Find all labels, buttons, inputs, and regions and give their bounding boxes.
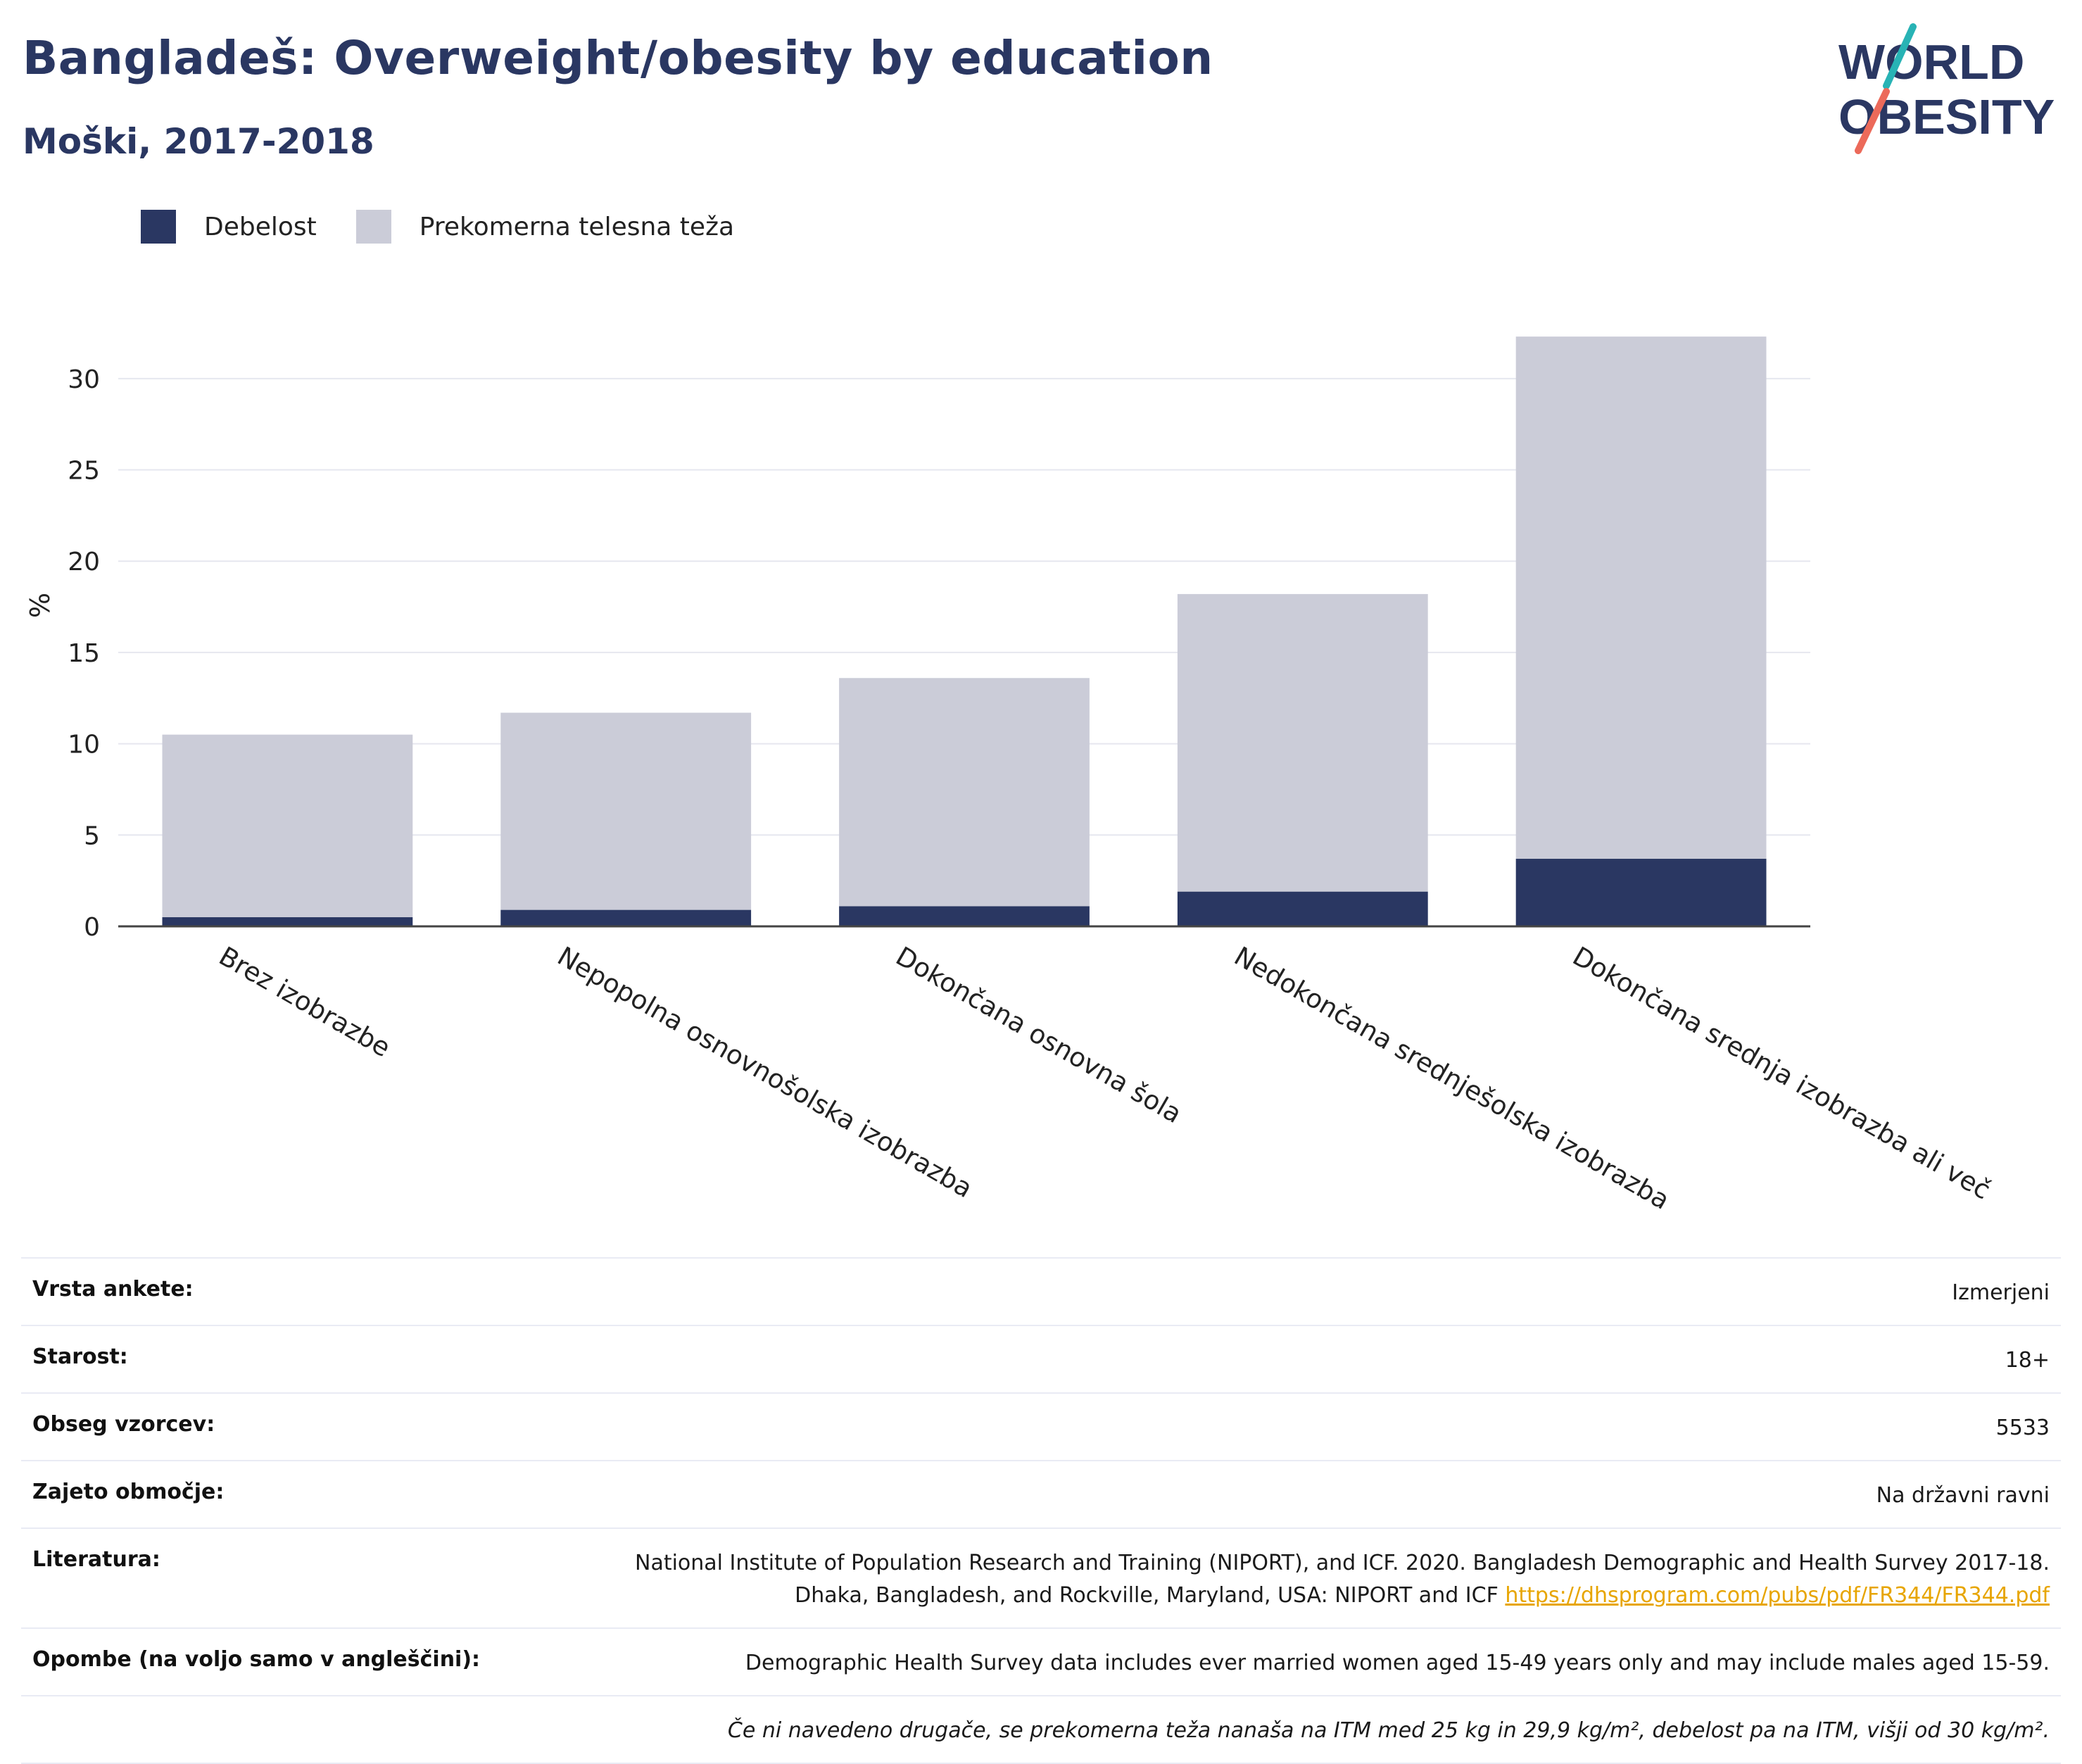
y-tick-label: 15: [68, 639, 100, 668]
y-tick-label: 0: [84, 913, 100, 942]
bar-overweight: [839, 678, 1090, 907]
y-tick-label: 20: [68, 548, 100, 577]
legend-label-obesity: Debelost: [204, 212, 317, 241]
bar-overweight: [162, 734, 413, 918]
meta-value: 5533: [1995, 1416, 2050, 1440]
literature-link[interactable]: https://dhsprogram.com/pubs/pdf/FR344/FR…: [1505, 1583, 2050, 1608]
meta-value: National Institute of Population Researc…: [635, 1547, 2050, 1612]
page-subtitle: Moški, 2017-2018: [23, 121, 374, 162]
chart-legend: Debelost Prekomerna telesna teža: [141, 210, 774, 244]
meta-row-survey-type: Vrsta ankete: Izmerjeni: [21, 1257, 2061, 1325]
meta-label: Opombe (na voljo samo v angleščini):: [32, 1647, 481, 1672]
footnote-text: Če ni navedeno drugače, se prekomerna te…: [727, 1718, 2050, 1743]
y-tick-label: 10: [68, 731, 100, 760]
y-tick-label: 5: [84, 821, 100, 850]
meta-row-area-covered: Zajeto območje: Na državni ravni: [21, 1460, 2061, 1527]
meta-value: Na državni ravni: [1876, 1483, 2050, 1508]
meta-value: 18+: [2005, 1348, 2050, 1373]
legend-swatch-obesity: [141, 210, 176, 244]
legend-swatch-overweight: [355, 210, 391, 244]
bar-obesity: [1515, 859, 1767, 926]
meta-label: Obseg vzorcev:: [32, 1412, 215, 1437]
meta-label: Vrsta ankete:: [32, 1277, 194, 1302]
meta-label: Zajeto območje:: [32, 1480, 225, 1504]
bar-obesity: [839, 906, 1090, 926]
meta-label: Starost:: [32, 1344, 128, 1369]
bar-obesity: [162, 917, 413, 926]
legend-item-overweight[interactable]: Prekomerna telesna teža: [355, 210, 735, 244]
bar-obesity: [500, 909, 752, 926]
legend-label-overweight: Prekomerna telesna teža: [419, 212, 735, 241]
meta-row-notes: Opombe (na voljo samo v angleščini): Dem…: [21, 1627, 2061, 1695]
bar-overweight: [1515, 336, 1767, 859]
bar-obesity: [1177, 891, 1428, 926]
meta-row-age: Starost: 18+: [21, 1325, 2061, 1392]
logo-slash-top: [1883, 23, 1917, 89]
metadata-table: Vrsta ankete: Izmerjeni Starost: 18+ Obs…: [21, 1257, 2061, 1764]
world-obesity-logo: WORLD OBESITY: [1838, 23, 2055, 154]
x-tick-label: Brez izobrazbe: [214, 941, 396, 1064]
chart-area: 0 5 10 15 20 25 30% Brez izobrazbe Nepopolna osn…: [0, 267, 2082, 1253]
logo-word-1: WORLD: [1838, 34, 2024, 89]
bar-overweight: [1177, 593, 1428, 892]
meta-row-footnote: Če ni navedeno drugače, se prekomerna te…: [21, 1695, 2061, 1764]
y-tick-label: 25: [68, 457, 100, 486]
legend-item-obesity[interactable]: Debelost: [141, 210, 317, 244]
bar-overweight: [500, 712, 752, 910]
literature-line-1: National Institute of Population Researc…: [635, 1551, 2050, 1575]
y-axis-title: %: [25, 593, 56, 618]
y-tick-label: 30: [68, 365, 100, 394]
meta-value: Izmerjeni: [1952, 1280, 2050, 1305]
meta-row-sample-size: Obseg vzorcev: 5533: [21, 1392, 2061, 1460]
page-title: Bangladeš: Overweight/obesity by educati…: [23, 31, 1213, 85]
meta-row-literature: Literatura: National Institute of Popula…: [21, 1527, 2061, 1627]
logo-slash-bottom: [1855, 88, 1890, 154]
x-tick-label: Dokončana osnovna šola: [891, 941, 1187, 1130]
meta-value: Demographic Health Survey data includes …: [745, 1651, 2050, 1675]
meta-label: Literatura:: [32, 1547, 160, 1572]
literature-line-2: Dhaka, Bangladesh, and Rockville, Maryla…: [795, 1583, 1499, 1608]
